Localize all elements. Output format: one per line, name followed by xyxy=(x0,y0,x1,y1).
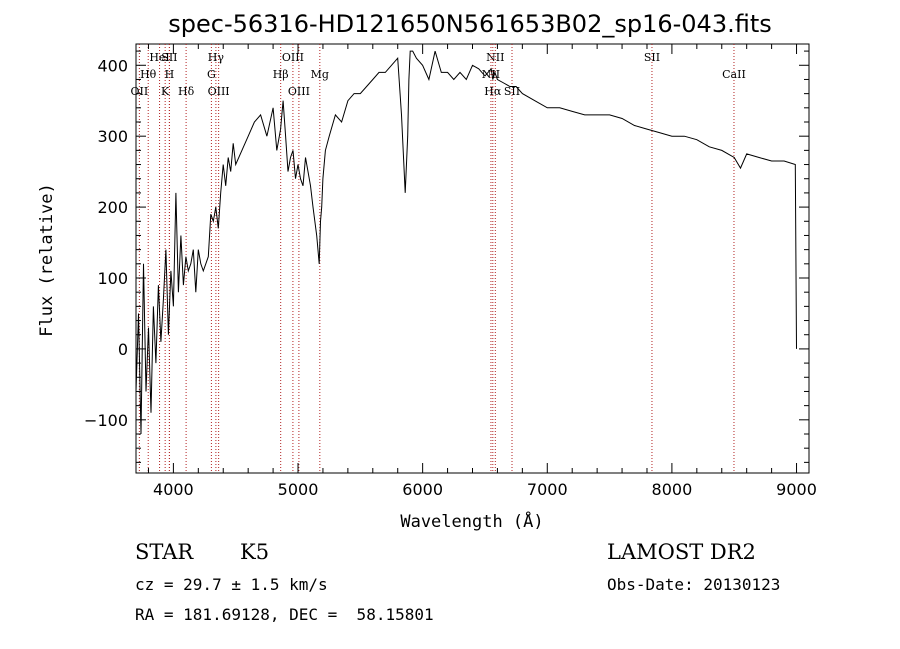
obs-date: Obs-Date: 20130123 xyxy=(607,575,781,594)
y-tick-label: −100 xyxy=(84,411,128,430)
marker-label: SII xyxy=(161,51,177,64)
marker-label: H xyxy=(165,68,175,81)
object-class: STAR xyxy=(135,540,194,564)
marker-label: OII xyxy=(131,85,149,98)
x-tick-label: 8000 xyxy=(652,480,693,499)
y-axis-label: Flux (relative) xyxy=(37,183,57,337)
x-axis-label: Wavelength (Å) xyxy=(400,510,543,532)
redshift-readout: cz = 29.7 ± 1.5 km/s xyxy=(135,575,328,594)
x-tick-label: 6000 xyxy=(402,480,443,499)
y-tick-label: 300 xyxy=(97,127,128,146)
coordinates: RA = 181.69128, DEC = 58.15801 xyxy=(135,605,434,624)
marker-label: Mg xyxy=(311,68,329,81)
marker-label: K xyxy=(161,85,170,98)
y-tick-label: 100 xyxy=(97,269,128,288)
axis-ticks: 4000 5000 6000 7000 8000 9000 −100 0 100 200 300 40… xyxy=(84,44,817,499)
x-tick-label: 4000 xyxy=(153,480,194,499)
x-tick-label: 9000 xyxy=(776,480,817,499)
chart-title: spec-56316-HD121650N561653B02_sp16-043.f… xyxy=(168,10,772,38)
y-tick-label: 200 xyxy=(97,198,128,217)
marker-label: Hδ xyxy=(178,85,195,98)
survey-name: LAMOST DR2 xyxy=(607,540,756,564)
object-subclass: K5 xyxy=(240,540,270,564)
y-tick-label: 400 xyxy=(97,56,128,75)
x-tick-label: 5000 xyxy=(278,480,319,499)
marker-label: CaII xyxy=(722,68,746,81)
x-tick-label: 7000 xyxy=(527,480,568,499)
marker-label: SII xyxy=(504,85,520,98)
plot-frame xyxy=(135,43,810,474)
marker-label: OIII xyxy=(208,85,230,98)
spectrum-line xyxy=(135,50,797,435)
line-markers: OIIHθHeIKSIIHHδHγGOIIIOIIIHβOIIIMgNIINII… xyxy=(131,44,746,473)
marker-label: G xyxy=(207,68,216,81)
marker-label: Hβ xyxy=(273,68,289,81)
marker-label: NII xyxy=(482,68,500,81)
marker-label: OIII xyxy=(282,51,304,64)
marker-label: NII xyxy=(486,51,504,64)
marker-label: Hθ xyxy=(140,68,157,81)
marker-label: SII xyxy=(644,51,660,64)
marker-label: Hα xyxy=(484,85,502,98)
marker-label: OIII xyxy=(288,85,310,98)
marker-label: HeI xyxy=(149,51,169,64)
marker-label: Hγ xyxy=(208,51,225,64)
y-tick-label: 0 xyxy=(118,340,128,359)
